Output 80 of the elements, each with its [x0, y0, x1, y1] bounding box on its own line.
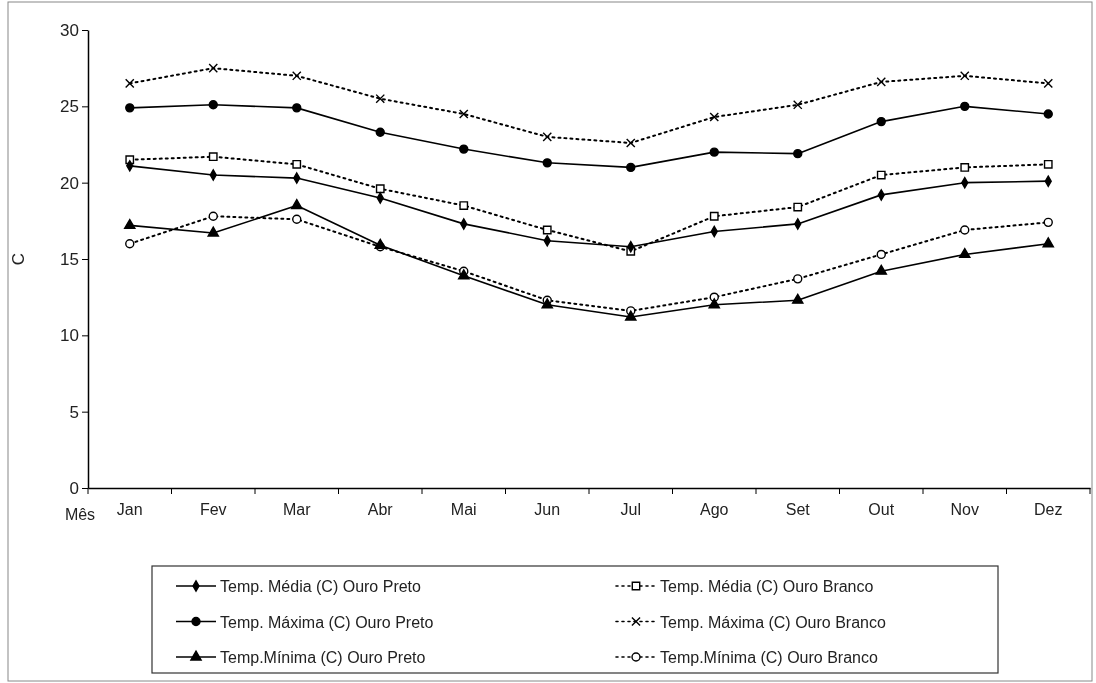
point: [374, 238, 387, 249]
point: [291, 71, 302, 81]
point: [1043, 109, 1053, 119]
point: [793, 274, 803, 284]
point: [207, 226, 220, 237]
point: [791, 293, 804, 304]
point: [125, 239, 135, 249]
point: [625, 138, 636, 148]
point: [709, 112, 720, 122]
y-tick-label: 30: [60, 20, 79, 40]
x-tick-label: Jan: [116, 501, 143, 519]
point: [1043, 217, 1053, 228]
point: [960, 101, 970, 112]
point: [959, 71, 970, 81]
point: [208, 211, 218, 221]
point: [1042, 237, 1055, 248]
legend-label: Temp. Máxima (C) Ouro Preto: [220, 613, 434, 631]
point: [1043, 159, 1053, 169]
point: [292, 159, 302, 169]
point: [290, 198, 303, 210]
x-tick-label: Set: [785, 501, 811, 519]
point: [960, 162, 970, 172]
x-tick-label: Fev: [199, 501, 227, 519]
point: [208, 100, 218, 110]
point: [542, 225, 552, 235]
point: [123, 218, 136, 230]
y-tick-label: 5: [69, 402, 79, 422]
x-tick-label: Ago: [700, 501, 729, 519]
point: [876, 116, 886, 127]
x-tick-label: Jun: [534, 501, 561, 519]
x-tick-label: Mai: [450, 501, 477, 519]
legend-label: Temp. Máxima (C) Ouro Branco: [660, 613, 886, 631]
legend-label: Temp. Média (C) Ouro Preto: [220, 578, 422, 595]
point: [457, 269, 470, 280]
x-tick-label: Nov: [950, 501, 979, 519]
x-tick-label: Jul: [620, 501, 641, 519]
x-tick-label: Out: [868, 501, 895, 519]
point: [960, 225, 970, 235]
point: [542, 158, 552, 168]
y-tick-label: 15: [60, 249, 79, 269]
point: [1043, 78, 1054, 89]
point: [624, 310, 637, 321]
point: [375, 184, 385, 194]
x-tick-label: Mar: [282, 501, 312, 519]
point: [541, 298, 554, 309]
y-tick-label: 20: [60, 173, 79, 193]
y-axis-title: C: [9, 252, 28, 266]
point: [458, 109, 469, 119]
point: [708, 298, 721, 309]
x-axis-title: Mês: [64, 506, 96, 523]
point: [875, 264, 888, 275]
point: [292, 103, 302, 113]
point: [709, 147, 719, 157]
point: [793, 202, 803, 212]
legend-label: Temp.Mínima (C) Ouro Branco: [660, 649, 878, 666]
point: [876, 77, 887, 87]
point: [793, 148, 803, 159]
point: [375, 127, 385, 137]
y-tick-label: 25: [60, 97, 79, 117]
point: [124, 78, 135, 89]
point: [208, 63, 219, 73]
point: [876, 249, 886, 260]
point: [459, 144, 469, 154]
x-tick-label: Abr: [367, 501, 394, 519]
y-tick-label: 10: [60, 326, 79, 346]
point: [292, 214, 302, 224]
x-tick-label: Dez: [1034, 501, 1063, 519]
point: [709, 211, 719, 221]
point: [626, 162, 636, 173]
legend-label: Temp. Média (C) Ouro Branco: [660, 578, 874, 595]
point: [125, 103, 135, 113]
y-tick-label: 0: [69, 478, 79, 498]
point: [876, 170, 886, 180]
point: [958, 247, 971, 259]
point: [792, 100, 803, 110]
legend-label: Temp.Mínima (C) Ouro Preto: [220, 649, 426, 666]
point: [542, 132, 553, 142]
point: [459, 201, 469, 210]
point: [375, 93, 386, 104]
point: [208, 152, 218, 162]
